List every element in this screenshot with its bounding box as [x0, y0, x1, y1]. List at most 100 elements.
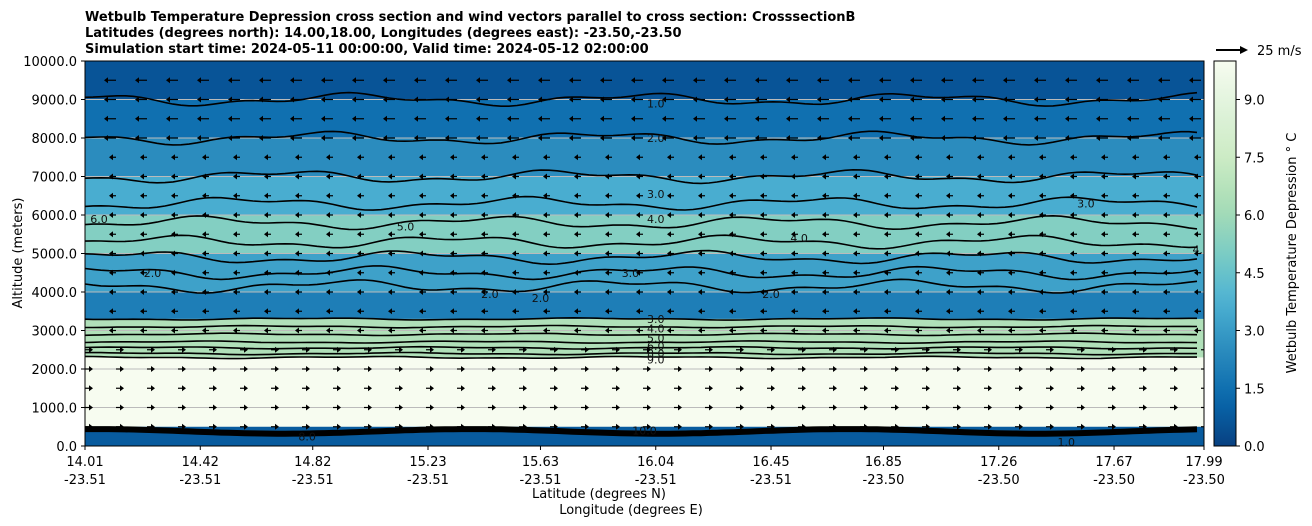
wind-vector-head	[760, 192, 764, 199]
wind-vector-head	[853, 289, 857, 295]
wind-vector-head	[120, 423, 124, 430]
wind-vector-head	[481, 308, 485, 315]
wind-vector-head	[915, 192, 919, 199]
y-tick-label: 3000.0	[32, 325, 78, 340]
wind-vector-head	[290, 96, 294, 103]
wind-vector-head	[1008, 231, 1012, 238]
contour-line	[85, 324, 1198, 329]
x-tick-label-lon: -23.51	[179, 473, 221, 488]
wind-vector-head	[600, 77, 604, 84]
x-tick-label-lat: 15.23	[409, 455, 446, 470]
wind-vector-head	[791, 269, 795, 276]
wind-vector-head	[1039, 231, 1043, 238]
contour-label: 2.0	[481, 288, 499, 301]
wind-vector-head	[171, 173, 175, 180]
wind-vector-head	[1050, 366, 1054, 372]
wind-vector-head	[213, 423, 217, 430]
wind-vector-head	[760, 327, 764, 334]
wind-vector-head	[337, 385, 341, 392]
wind-vector-head	[833, 366, 837, 372]
wind-vector-head	[1158, 96, 1162, 103]
wind-vector-head	[698, 231, 702, 238]
wind-vector-head	[476, 115, 480, 122]
wind-vector-head	[574, 327, 578, 334]
wind-vector-head	[290, 135, 294, 141]
wind-vector-head	[926, 404, 930, 411]
wind-vector-head	[667, 289, 671, 295]
x-tick-label-lon: -23.51	[750, 473, 792, 488]
wind-vector-head	[605, 154, 609, 161]
wind-vector-head	[109, 289, 113, 295]
wind-vector-head	[507, 77, 511, 84]
colorbar: 0.0 1.5 3.0 4.5 6.0 7.5 9.0 Wetbulb Temperatur…	[1213, 60, 1300, 455]
x-tick-label-lon: -23.51	[407, 473, 449, 488]
wind-vector-head	[802, 404, 806, 411]
wind-vector-head	[461, 385, 465, 392]
contour-line	[85, 345, 1197, 350]
wind-vector-head	[244, 366, 248, 372]
wind-vector-head	[636, 289, 640, 295]
wind-vector-head	[662, 115, 666, 122]
wind-vector-head	[233, 269, 237, 276]
wind-vector-head	[1096, 115, 1100, 122]
x-tick-label-lat: 16.85	[865, 455, 902, 470]
colorbar-ticks: 0.0 1.5 3.0 4.5 6.0 7.5 9.0	[1236, 94, 1265, 455]
wind-vector-head	[636, 212, 640, 218]
wind-vector-head	[946, 154, 950, 161]
wind-vector-head	[616, 404, 620, 411]
y-tick-label: 9000.0	[32, 94, 78, 109]
wind-vector-head	[554, 423, 558, 430]
wind-vector-head	[884, 231, 888, 238]
wind-vector-head	[1101, 327, 1105, 334]
wind-vector-head	[1096, 77, 1100, 84]
wind-vector-head	[481, 154, 485, 161]
wind-vector-head	[977, 173, 981, 180]
y-tick-label: 8000.0	[32, 132, 78, 147]
x-axis-label-latitude: Latitude (degrees N)	[532, 487, 666, 502]
wind-vector-head	[988, 423, 992, 430]
contour-fill-layer	[85, 292, 1204, 319]
wind-vector-head	[512, 212, 516, 218]
wind-vector-head	[430, 346, 434, 353]
wind-vector-head	[213, 366, 217, 372]
wind-vector-head	[419, 250, 423, 257]
wind-vector-head	[419, 173, 423, 180]
wind-vector-head	[1039, 327, 1043, 334]
wind-vector-head	[228, 135, 232, 141]
wind-vector-head	[1189, 96, 1193, 103]
wind-vector-head	[1070, 154, 1074, 161]
wind-vector-head	[430, 404, 434, 411]
wind-vector-head	[337, 346, 341, 353]
wind-vector-head	[915, 154, 919, 161]
wind-vector-head	[884, 154, 888, 161]
y-tick-label: 2000.0	[32, 363, 78, 378]
wind-vector-head	[357, 289, 361, 295]
x-tick-label-lat: 16.45	[752, 455, 789, 470]
wind-vector-head	[915, 231, 919, 238]
wind-vector-head	[450, 250, 454, 257]
wind-vector-head	[306, 346, 310, 353]
wind-vector-head	[368, 423, 372, 430]
y-tick-label: 5000.0	[32, 248, 78, 263]
wind-vector-head	[321, 77, 325, 84]
x-tick-label-lon: -23.51	[520, 473, 562, 488]
wind-vector-head	[879, 96, 883, 103]
wind-vector-head	[264, 231, 268, 238]
wind-vector-head	[817, 77, 821, 84]
wind-vector-head	[771, 366, 775, 372]
wind-vector-head	[600, 115, 604, 122]
wind-vector-head	[388, 212, 392, 218]
contour-label: 2.0	[647, 132, 665, 145]
wind-vector-head	[368, 366, 372, 372]
wind-vector-head	[972, 135, 976, 141]
contour-fill-layer	[85, 176, 1204, 215]
wind-vector-head	[321, 96, 325, 103]
wind-vector-head	[213, 346, 217, 353]
wind-vector-head	[791, 289, 795, 295]
wind-vector-head	[957, 423, 961, 430]
wind-vector-head	[1205, 424, 1209, 430]
wind-vector-head	[197, 135, 201, 141]
wind-vector-head	[631, 96, 635, 103]
wind-vector-head	[1101, 308, 1105, 315]
wind-vector-head	[171, 212, 175, 218]
